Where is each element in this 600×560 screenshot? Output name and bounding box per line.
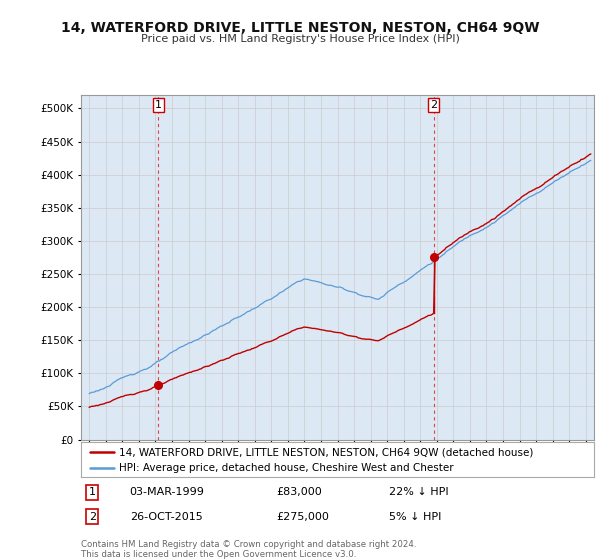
Text: 1: 1 <box>89 487 96 497</box>
Text: 14, WATERFORD DRIVE, LITTLE NESTON, NESTON, CH64 9QW (detached house): 14, WATERFORD DRIVE, LITTLE NESTON, NEST… <box>119 447 534 457</box>
Text: 22% ↓ HPI: 22% ↓ HPI <box>389 487 448 497</box>
Text: 2: 2 <box>430 100 437 110</box>
Text: Contains HM Land Registry data © Crown copyright and database right 2024.
This d: Contains HM Land Registry data © Crown c… <box>81 540 416 559</box>
Text: HPI: Average price, detached house, Cheshire West and Chester: HPI: Average price, detached house, Ches… <box>119 464 454 473</box>
Text: 2: 2 <box>89 512 96 522</box>
Text: £275,000: £275,000 <box>276 512 329 522</box>
Text: 03-MAR-1999: 03-MAR-1999 <box>130 487 205 497</box>
Text: Price paid vs. HM Land Registry's House Price Index (HPI): Price paid vs. HM Land Registry's House … <box>140 34 460 44</box>
Text: 14, WATERFORD DRIVE, LITTLE NESTON, NESTON, CH64 9QW: 14, WATERFORD DRIVE, LITTLE NESTON, NEST… <box>61 21 539 35</box>
Text: 26-OCT-2015: 26-OCT-2015 <box>130 512 202 522</box>
Text: £83,000: £83,000 <box>276 487 322 497</box>
Text: 5% ↓ HPI: 5% ↓ HPI <box>389 512 441 522</box>
Text: 1: 1 <box>155 100 161 110</box>
